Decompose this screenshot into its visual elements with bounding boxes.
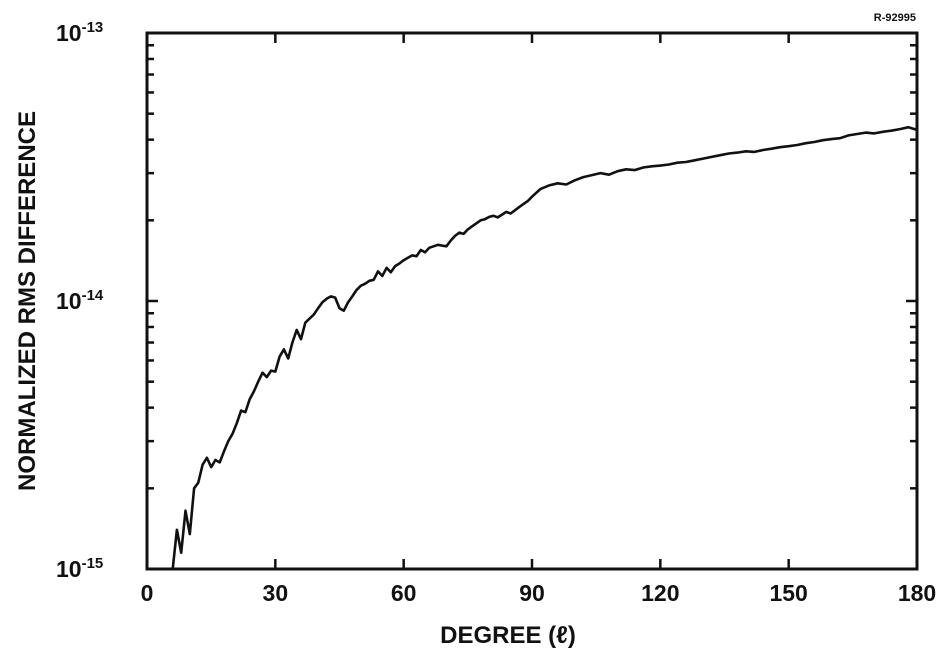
plot-frame bbox=[145, 31, 919, 571]
y-tick-label: 10-13 bbox=[56, 19, 103, 46]
tick-marks bbox=[145, 31, 919, 571]
y-tick-label: 10-15 bbox=[56, 555, 103, 582]
x-tick-label: 60 bbox=[391, 580, 417, 606]
x-tick-label: 120 bbox=[641, 580, 679, 606]
x-tick-label: 0 bbox=[141, 580, 154, 606]
y-axis-title: NORMALIZED RMS DIFFERENCE bbox=[14, 111, 41, 491]
x-axis-title: DEGREE (ℓ) bbox=[440, 622, 576, 649]
x-tick-label: 150 bbox=[769, 580, 807, 606]
series-line bbox=[171, 125, 918, 570]
x-tick-label: 90 bbox=[519, 580, 545, 606]
figure-id: R-92995 bbox=[874, 12, 916, 24]
x-tick-label: 180 bbox=[898, 580, 936, 606]
x-tick-label: 30 bbox=[263, 580, 289, 606]
y-tick-label: 10-14 bbox=[56, 287, 104, 314]
y-tick-labels: 10-13 10-14 10-15 bbox=[56, 19, 104, 582]
x-tick-labels: 0 30 60 90 120 150 180 bbox=[141, 580, 937, 606]
